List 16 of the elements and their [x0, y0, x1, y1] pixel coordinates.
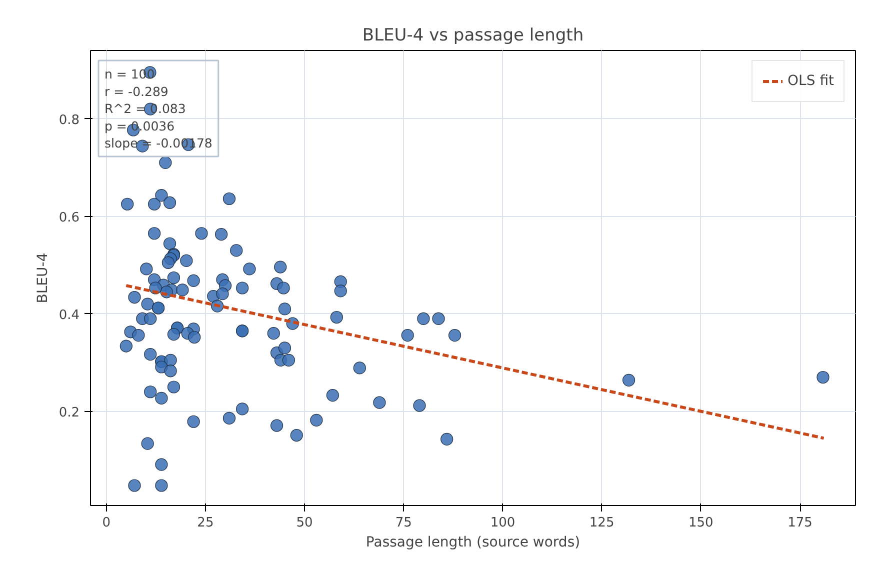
x-tick-label: 125: [589, 516, 614, 530]
chart-title: BLEU-4 vs passage length: [362, 26, 584, 46]
x-tick-label: 150: [688, 516, 714, 530]
y-tick-label: 0.6: [58, 210, 80, 226]
x-tick-label: 50: [296, 516, 313, 530]
y-axis-title: BLEU-4: [34, 252, 51, 304]
y-tick-label: 0.2: [58, 405, 80, 420]
x-tick-label: 175: [788, 516, 812, 530]
x-axis-title: Passage length (source words): [366, 534, 580, 550]
y-tick-label: 0.8: [58, 112, 80, 128]
x-tick-label: 75: [395, 516, 412, 530]
x-tick-label: 0: [102, 516, 110, 530]
y-tick-label: 0.4: [58, 308, 80, 323]
x-tick-label: 25: [197, 516, 214, 530]
x-tick-label: 100: [490, 516, 516, 530]
legend-label: OLS fit: [788, 73, 834, 89]
